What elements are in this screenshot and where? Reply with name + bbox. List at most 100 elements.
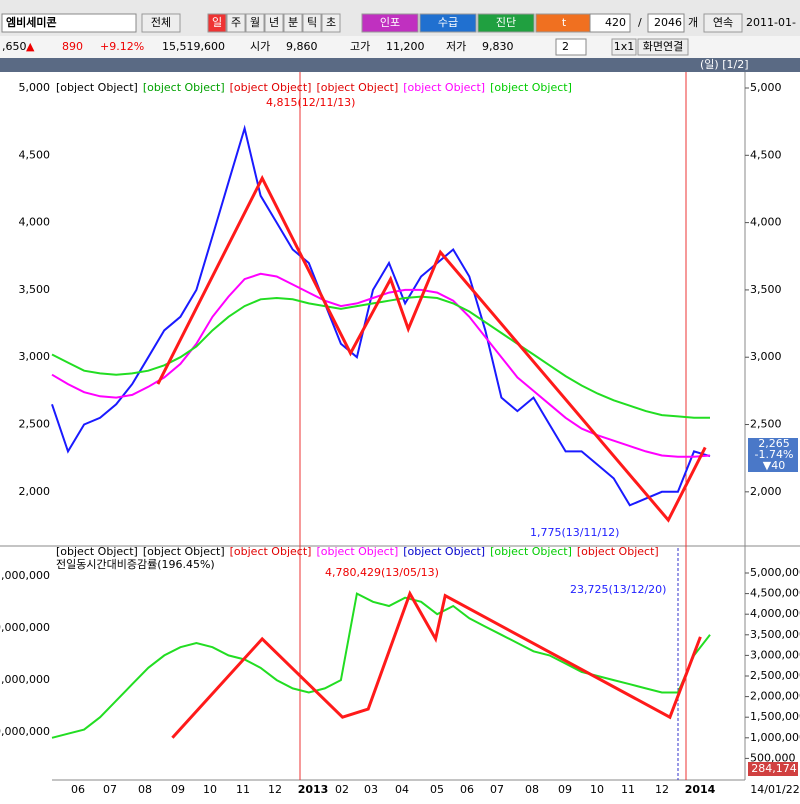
end-date: 14/01/22	[750, 783, 799, 796]
quote-open: 9,860	[286, 40, 318, 53]
y-tick-label-left: 4,500	[19, 148, 51, 161]
y-tick-label: 4,500,000	[750, 587, 800, 600]
last-rate: -1.74%	[755, 448, 794, 461]
x-tick-label: 04	[395, 783, 409, 796]
button-label[interactable]: 수급	[438, 16, 458, 29]
x-tick-label: 10	[590, 783, 604, 796]
quote-price: ,650	[2, 40, 27, 53]
y-tick-label: 4,000,000	[750, 607, 800, 620]
button[interactable]	[245, 13, 265, 33]
series-line	[51, 295, 710, 419]
y-tick-label-left: 4,000	[19, 216, 51, 229]
y-tick-label: 3,000	[750, 350, 782, 363]
button[interactable]	[611, 38, 637, 56]
y-tick-label: 3,500,000	[750, 628, 800, 641]
x-tick-label: 07	[490, 783, 504, 796]
y-tick-label: 500,000	[750, 751, 796, 764]
button-label[interactable]: 진단	[496, 16, 516, 29]
x-tick-label: 06	[460, 783, 474, 796]
legend-entry: [object Object]	[230, 545, 312, 558]
quote-volume: 15,519,600	[162, 40, 225, 53]
legend-entry: [object Object]	[143, 81, 225, 94]
total: 2046	[654, 16, 682, 29]
chart-area	[0, 72, 800, 800]
y-tick-label: 5,000,000	[750, 566, 800, 579]
y-tick-label-left: 2,000	[19, 485, 51, 498]
stock-name: 엠비세미콘	[6, 15, 57, 29]
button-label[interactable]: 일	[212, 15, 222, 29]
y-tick-label-left: 2,500	[19, 418, 51, 431]
button[interactable]	[226, 13, 246, 33]
y-tick-label: 1,000,000	[750, 731, 800, 744]
button-label[interactable]: 1x1	[614, 40, 635, 53]
y-tick-label: 2,000,000	[750, 690, 800, 703]
button-label[interactable]: 년	[269, 16, 279, 29]
button[interactable]	[637, 38, 689, 56]
button-label[interactable]: 전체	[151, 16, 171, 29]
unit: 개	[688, 16, 698, 29]
x-tick-label: 09	[171, 783, 185, 796]
button-label[interactable]: 월	[250, 16, 260, 29]
quote-low-label: 저가	[446, 40, 466, 53]
legend-entry: [object Object]	[490, 545, 572, 558]
total-box	[647, 13, 685, 33]
left-tick-label: 0,000,000	[0, 725, 50, 738]
button[interactable]	[361, 13, 419, 33]
quote-arrow: ▲	[26, 40, 35, 53]
last-volume: 284,174	[751, 762, 797, 775]
series-line	[51, 592, 711, 739]
y-tick-label-left: 3,000	[19, 350, 51, 363]
date: 2011-01-	[746, 16, 796, 29]
button-label[interactable]: 틱	[307, 16, 317, 29]
legend-entry: [object Object]	[490, 81, 572, 94]
button[interactable]	[264, 13, 284, 33]
series-line	[51, 124, 711, 507]
trend-line	[156, 174, 707, 523]
x-tick-label: 08	[138, 783, 152, 796]
count-input[interactable]	[589, 13, 631, 33]
button-label[interactable]: 초	[326, 16, 336, 29]
last-box	[748, 762, 798, 776]
last-change: ▼40	[763, 459, 785, 472]
count: 420	[605, 16, 626, 29]
split-select[interactable]	[555, 38, 587, 56]
quote-open-label: 시가	[250, 40, 270, 53]
button[interactable]	[302, 13, 322, 33]
button-label[interactable]: 주	[231, 16, 241, 29]
left-tick-label: 0,000,000	[0, 621, 50, 634]
button[interactable]	[321, 13, 341, 33]
x-tick-label: 12	[268, 783, 282, 796]
button[interactable]	[207, 13, 227, 33]
annotation: 4,780,429(13/05/13)	[325, 566, 439, 579]
button-label[interactable]: 인포	[380, 16, 400, 29]
button-label[interactable]: 연속	[713, 16, 733, 29]
button-label[interactable]: 화면연결	[643, 40, 683, 53]
y-tick-label: 2,500	[750, 418, 782, 431]
y-tick-label: 3,500	[750, 283, 782, 296]
quote-high-label: 고가	[350, 40, 370, 53]
x-tick-label: 07	[103, 783, 117, 796]
quote-high: 11,200	[386, 40, 425, 53]
y-tick-label: 1,500,000	[750, 710, 800, 723]
legend-entry: [object Object]	[316, 81, 398, 94]
y-tick-label: 4,500	[750, 148, 782, 161]
button[interactable]	[477, 13, 535, 33]
last-box	[748, 438, 798, 472]
button[interactable]	[419, 13, 477, 33]
button[interactable]	[141, 13, 181, 33]
x-tick-label: 10	[203, 783, 217, 796]
x-tick-label: 05	[430, 783, 444, 796]
x-tick-label: 2014	[685, 783, 716, 796]
split: 2	[562, 40, 569, 53]
button[interactable]	[283, 13, 303, 33]
quote-bar	[0, 36, 800, 58]
slash: /	[638, 16, 642, 29]
x-tick-label: 09	[558, 783, 572, 796]
legend-entry: [object Object]	[577, 545, 659, 558]
button[interactable]	[703, 13, 743, 33]
stock-input[interactable]	[1, 13, 137, 33]
legend-entry: [object Object]	[230, 81, 312, 94]
y-tick-label-left: 5,000	[19, 81, 51, 94]
button-label[interactable]: t	[562, 16, 567, 29]
button-label[interactable]: 분	[288, 16, 298, 29]
